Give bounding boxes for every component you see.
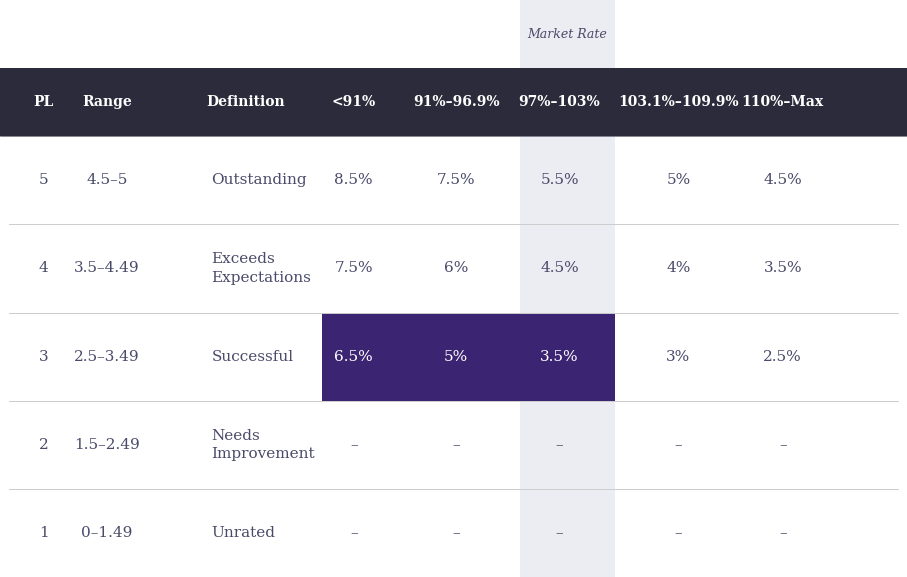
Text: –: – (779, 526, 786, 540)
Text: Unrated: Unrated (211, 526, 276, 540)
Text: 0–1.49: 0–1.49 (82, 526, 132, 540)
Text: 91%–96.9%: 91%–96.9% (413, 95, 500, 109)
Text: –: – (453, 526, 460, 540)
Bar (520, 313, 615, 400)
Text: 3%: 3% (667, 350, 690, 364)
Text: 4.5–5: 4.5–5 (86, 173, 128, 188)
Bar (520, 0, 615, 577)
Text: 2.5%: 2.5% (764, 350, 802, 364)
Text: 110%–Max: 110%–Max (742, 95, 824, 109)
Text: Needs
Improvement: Needs Improvement (211, 429, 315, 461)
Text: 6.5%: 6.5% (335, 350, 373, 364)
Text: –: – (350, 438, 357, 452)
Text: –: – (779, 438, 786, 452)
Text: 2.5–3.49: 2.5–3.49 (74, 350, 140, 364)
Text: 103.1%–109.9%: 103.1%–109.9% (619, 95, 738, 109)
Text: Market Rate: Market Rate (528, 28, 607, 40)
Text: PL: PL (34, 95, 54, 109)
Text: 1.5–2.49: 1.5–2.49 (74, 438, 140, 452)
Text: 3: 3 (39, 350, 48, 364)
Text: 4: 4 (39, 261, 48, 275)
Text: 5%: 5% (444, 350, 468, 364)
Text: 5.5%: 5.5% (541, 173, 579, 188)
Text: 97%–103%: 97%–103% (519, 95, 600, 109)
Text: <91%: <91% (332, 95, 375, 109)
Text: –: – (556, 438, 563, 452)
Text: –: – (453, 438, 460, 452)
Text: 3.5%: 3.5% (541, 350, 579, 364)
Text: 4.5%: 4.5% (541, 261, 579, 275)
Text: Successful: Successful (211, 350, 294, 364)
Text: 4%: 4% (667, 261, 690, 275)
Text: 6%: 6% (444, 261, 468, 275)
Text: 3.5%: 3.5% (764, 261, 802, 275)
Text: –: – (675, 438, 682, 452)
Text: 2: 2 (39, 438, 48, 452)
Text: 5: 5 (39, 173, 48, 188)
Text: –: – (350, 526, 357, 540)
Text: 7.5%: 7.5% (335, 261, 373, 275)
Text: 3.5–4.49: 3.5–4.49 (74, 261, 140, 275)
Text: 4.5%: 4.5% (764, 173, 802, 188)
Text: 1: 1 (39, 526, 48, 540)
Bar (0, 68, 907, 136)
Bar (322, 313, 615, 400)
Text: 5%: 5% (667, 173, 690, 188)
Text: –: – (556, 526, 563, 540)
Text: Range: Range (83, 95, 132, 109)
Text: 7.5%: 7.5% (437, 173, 475, 188)
Text: –: – (675, 526, 682, 540)
Text: Exceeds
Expectations: Exceeds Expectations (211, 252, 311, 284)
Text: Definition: Definition (207, 95, 286, 109)
Text: 8.5%: 8.5% (335, 173, 373, 188)
Text: Outstanding: Outstanding (211, 173, 307, 188)
